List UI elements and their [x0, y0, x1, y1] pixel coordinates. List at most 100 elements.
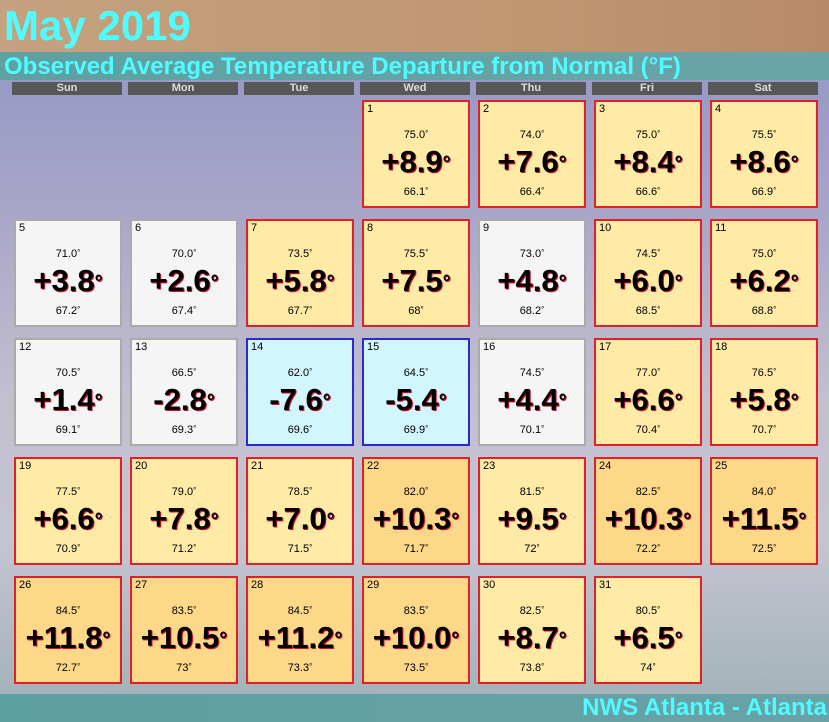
day-cell: 28 84.5° +11.2° 73.3°	[246, 576, 354, 684]
low-temp: 67.2°	[55, 305, 81, 317]
day-cell: 16 74.5° +4.4° 70.1°	[478, 338, 586, 446]
high-temp: 82.5°	[519, 605, 545, 617]
high-temp: 74.5°	[635, 248, 661, 260]
subtitle-bar: Observed Average Temperature Departure f…	[0, 52, 829, 80]
day-cell: 20 79.0° +7.8° 71.2°	[130, 457, 238, 565]
day-number: 13	[135, 341, 148, 353]
low-temp: 67.7°	[287, 305, 313, 317]
day-cell: 8 75.5° +7.5° 68°	[362, 219, 470, 327]
temp-departure: +7.5°	[381, 263, 451, 298]
day-number: 20	[135, 460, 148, 472]
low-temp: 72°	[524, 543, 540, 555]
day-cell: 31 80.5° +6.5° 74°	[594, 576, 702, 684]
day-number: 2	[483, 103, 490, 115]
temp-departure: +10.0°	[372, 620, 460, 655]
footer-bar: NWS Atlanta - Atlanta	[0, 694, 829, 722]
weekday-header-tue: Tue	[244, 82, 354, 95]
temp-departure: +6.6°	[33, 501, 103, 536]
temp-departure: +5.8°	[265, 263, 335, 298]
temp-departure: +3.8°	[33, 263, 103, 298]
high-temp: 62.0°	[287, 367, 313, 379]
day-cell: 2 74.0° +7.6° 66.4°	[478, 100, 586, 208]
low-temp: 70.9°	[55, 543, 81, 555]
high-temp: 73.5°	[287, 248, 313, 260]
temp-departure: +6.6°	[613, 382, 683, 417]
low-temp: 69.9°	[403, 424, 429, 436]
temp-departure: +4.8°	[497, 263, 567, 298]
day-cell: 17 77.0° +6.6° 70.4°	[594, 338, 702, 446]
temp-departure: +11.5°	[721, 501, 807, 536]
low-temp: 73°	[176, 662, 192, 674]
temp-departure: +11.8°	[25, 620, 111, 655]
day-number: 10	[599, 222, 612, 234]
high-temp: 79.0°	[171, 486, 197, 498]
page-subtitle: Observed Average Temperature Departure f…	[4, 53, 681, 80]
temp-departure: +7.8°	[149, 501, 219, 536]
day-number: 30	[483, 579, 496, 591]
temp-departure: +8.6°	[729, 144, 799, 179]
temp-departure: +10.3°	[372, 501, 460, 536]
low-temp: 66.1°	[403, 186, 429, 198]
day-number: 31	[599, 579, 612, 591]
day-cell: 13 66.5° -2.8° 69.3°	[130, 338, 238, 446]
weekday-header-fri: Fri	[592, 82, 702, 95]
day-cell: 21 78.5° +7.0° 71.5°	[246, 457, 354, 565]
day-number: 7	[251, 222, 258, 234]
high-temp: 75.0°	[751, 248, 777, 260]
low-temp: 71.2°	[171, 543, 197, 555]
low-temp: 74°	[640, 662, 656, 674]
low-temp: 68.2°	[519, 305, 545, 317]
temp-departure: +8.7°	[497, 620, 567, 655]
day-number: 21	[251, 460, 264, 472]
low-temp: 70.1°	[519, 424, 545, 436]
high-temp: 71.0°	[55, 248, 81, 260]
temp-departure: +10.3°	[604, 501, 692, 536]
low-temp: 73.5°	[403, 662, 429, 674]
page-title: May 2019	[4, 2, 191, 49]
low-temp: 70.4°	[635, 424, 661, 436]
high-temp: 74.5°	[519, 367, 545, 379]
day-number: 23	[483, 460, 496, 472]
day-number: 1	[367, 103, 374, 115]
day-number: 18	[715, 341, 728, 353]
high-temp: 82.5°	[635, 486, 661, 498]
high-temp: 83.5°	[403, 605, 429, 617]
temp-departure: +4.4°	[497, 382, 567, 417]
low-temp: 66.9°	[751, 186, 777, 198]
temp-departure: +8.4°	[613, 144, 683, 179]
day-number: 29	[367, 579, 380, 591]
low-temp: 68.5°	[635, 305, 661, 317]
day-cell: 7 73.5° +5.8° 67.7°	[246, 219, 354, 327]
temp-departure: +9.5°	[497, 501, 567, 536]
low-temp: 68°	[408, 305, 424, 317]
day-number: 24	[599, 460, 612, 472]
day-number: 26	[19, 579, 32, 591]
low-temp: 71.5°	[287, 543, 313, 555]
temp-departure: -5.4°	[385, 382, 447, 417]
day-cell: 30 82.5° +8.7° 73.8°	[478, 576, 586, 684]
high-temp: 82.0°	[403, 486, 429, 498]
temp-departure: +11.2°	[257, 620, 343, 655]
day-cell: 12 70.5° +1.4° 69.1°	[14, 338, 122, 446]
day-number: 5	[19, 222, 26, 234]
day-cell: 23 81.5° +9.5° 72°	[478, 457, 586, 565]
day-cell: 1 75.0° +8.9° 66.1°	[362, 100, 470, 208]
low-temp: 66.4°	[519, 186, 545, 198]
day-number: 4	[715, 103, 722, 115]
temp-departure: -2.8°	[153, 382, 215, 417]
day-cell: 27 83.5° +10.5° 73°	[130, 576, 238, 684]
day-cell: 15 64.5° -5.4° 69.9°	[362, 338, 470, 446]
day-cell: 4 75.5° +8.6° 66.9°	[710, 100, 818, 208]
day-number: 12	[19, 341, 32, 353]
high-temp: 70.5°	[55, 367, 81, 379]
temp-departure: +6.0°	[613, 263, 683, 298]
day-cell: 3 75.0° +8.4° 66.6°	[594, 100, 702, 208]
day-number: 16	[483, 341, 496, 353]
high-temp: 76.5°	[751, 367, 777, 379]
day-number: 28	[251, 579, 264, 591]
day-cell: 14 62.0° -7.6° 69.6°	[246, 338, 354, 446]
high-temp: 70.0°	[171, 248, 197, 260]
temp-departure: -7.6°	[269, 382, 331, 417]
high-temp: 84.5°	[55, 605, 81, 617]
day-number: 8	[367, 222, 374, 234]
